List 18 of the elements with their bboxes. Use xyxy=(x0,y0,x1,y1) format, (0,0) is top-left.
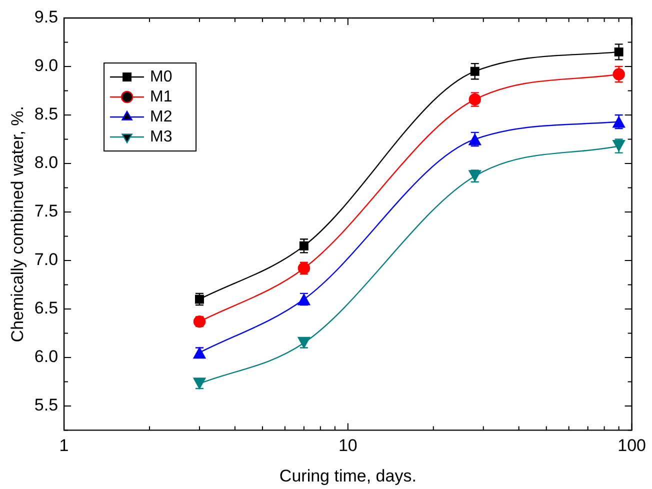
x-axis-title: Curing time, days. xyxy=(279,466,416,486)
y-tick-label: 9.0 xyxy=(34,56,58,76)
y-tick-label: 8.5 xyxy=(34,104,58,124)
y-axis-title: Chemically combined water, %. xyxy=(8,106,27,342)
y-tick-label: 6.0 xyxy=(34,347,58,366)
y-tick-label: 7.5 xyxy=(34,202,58,221)
x-tick-label: 1 xyxy=(59,436,69,456)
legend-label: M3 xyxy=(150,128,172,146)
y-tick-label: 6.5 xyxy=(34,298,58,318)
x-tick-label: 100 xyxy=(618,436,646,456)
legend-label: M2 xyxy=(150,108,172,126)
y-tick-label: 7.0 xyxy=(34,250,58,270)
y-tick-label: 9.5 xyxy=(34,8,58,27)
legend-label: M0 xyxy=(150,68,172,86)
x-tick-label: 10 xyxy=(338,436,358,456)
y-tick-label: 8.0 xyxy=(34,153,58,172)
y-tick-label: 5.5 xyxy=(34,396,58,415)
legend-label: M1 xyxy=(150,88,172,106)
